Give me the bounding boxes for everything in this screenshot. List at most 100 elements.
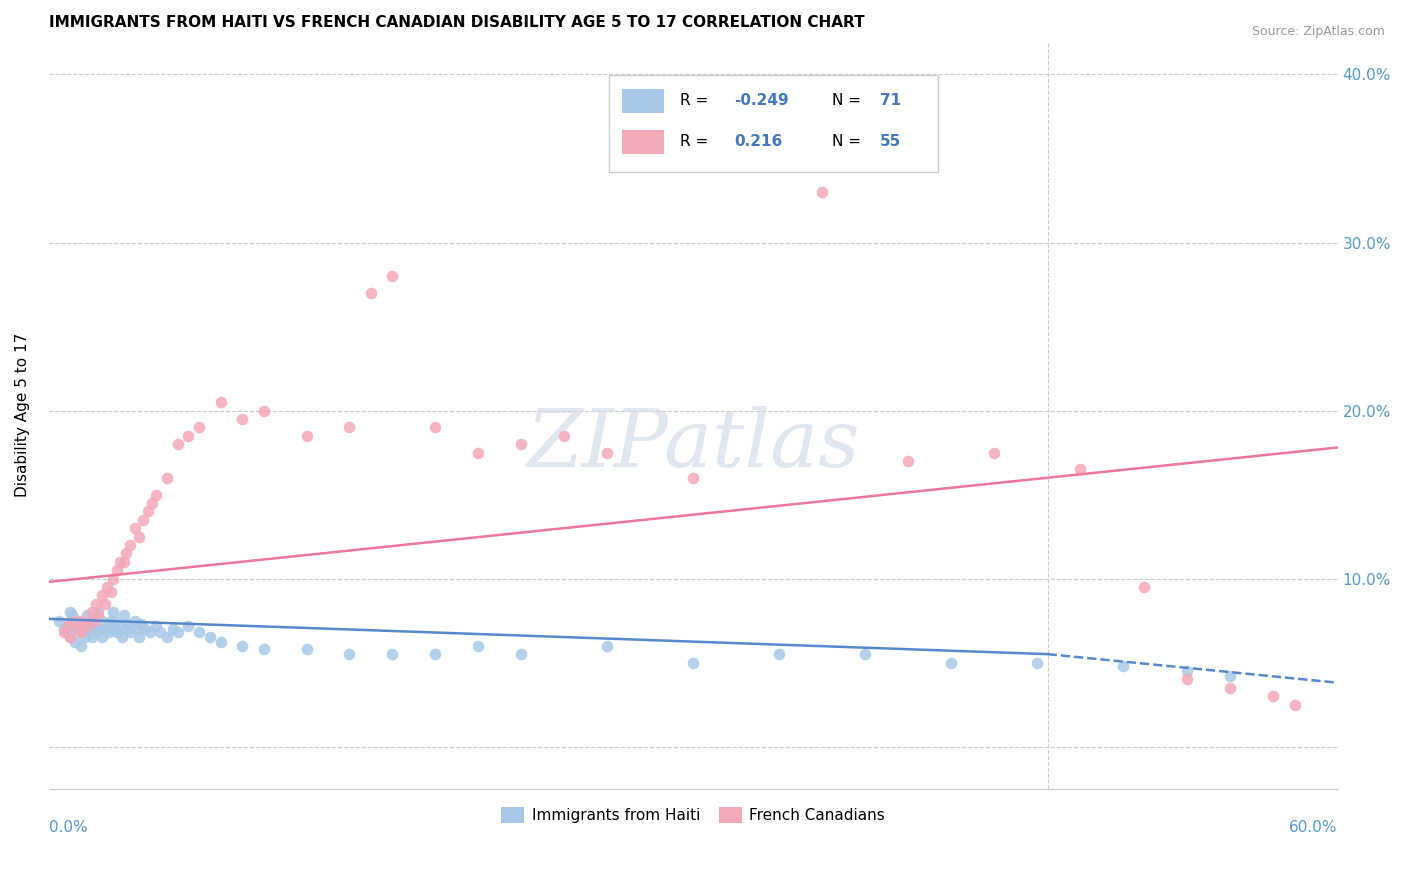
Point (252, 642, 274, 657)
Point (72, 616, 94, 631)
Text: 0.0%: 0.0% (49, 820, 87, 835)
Point (91, 631, 114, 645)
FancyBboxPatch shape (623, 88, 664, 112)
Point (80, 631, 103, 645)
Point (91, 614, 114, 628)
Point (209, 635, 232, 649)
Text: 55: 55 (880, 135, 901, 149)
Point (166, 437, 188, 451)
Point (295, 428, 318, 442)
Point (115, 622, 138, 636)
Point (156, 471, 179, 485)
Point (1219, 669, 1241, 683)
Point (52, 625, 75, 640)
Text: Source: ZipAtlas.com: Source: ZipAtlas.com (1251, 25, 1385, 38)
Point (63, 614, 86, 628)
Point (136, 504, 159, 518)
Point (72, 614, 94, 628)
Text: N =: N = (832, 93, 866, 108)
Point (141, 496, 163, 510)
Point (188, 420, 211, 434)
Point (80, 605, 103, 619)
Point (59, 631, 82, 645)
Point (103, 572, 125, 586)
Point (132, 513, 155, 527)
Point (1025, 656, 1047, 670)
Point (48, 614, 70, 628)
Point (138, 625, 160, 640)
Point (425, 647, 447, 661)
Point (87, 605, 110, 619)
Point (128, 631, 150, 645)
Point (156, 631, 179, 645)
Point (83, 618, 105, 632)
Text: R =: R = (681, 93, 713, 108)
Point (983, 445, 1005, 459)
Point (107, 625, 129, 640)
Point (682, 656, 704, 670)
Point (381, 269, 404, 284)
Point (100, 614, 122, 628)
Point (129, 616, 152, 631)
Point (128, 529, 150, 543)
Text: 71: 71 (880, 93, 901, 108)
Point (93, 597, 115, 611)
Point (84, 597, 107, 611)
Point (56, 618, 79, 632)
Point (188, 625, 211, 640)
Point (107, 563, 129, 577)
Point (79, 622, 101, 636)
Point (1112, 659, 1135, 673)
Point (897, 454, 920, 468)
Point (60, 608, 83, 623)
Point (682, 471, 704, 485)
Point (70, 625, 93, 640)
Point (162, 622, 184, 636)
Point (52, 622, 75, 636)
FancyBboxPatch shape (609, 75, 938, 172)
FancyBboxPatch shape (623, 130, 664, 153)
Point (853, 647, 876, 661)
Point (467, 639, 489, 653)
Text: IMMIGRANTS FROM HAITI VS FRENCH CANADIAN DISABILITY AGE 5 TO 17 CORRELATION CHAR: IMMIGRANTS FROM HAITI VS FRENCH CANADIAN… (49, 15, 865, 30)
Point (59, 618, 82, 632)
Point (67, 614, 90, 628)
Point (1175, 673, 1198, 687)
Text: R =: R = (681, 135, 713, 149)
Point (145, 618, 167, 632)
Point (177, 618, 200, 632)
Point (231, 412, 253, 426)
Point (103, 622, 125, 636)
Point (96, 580, 118, 594)
Point (111, 631, 134, 645)
Point (120, 538, 142, 552)
Point (93, 622, 115, 636)
Point (939, 656, 962, 670)
Point (59, 605, 82, 619)
Point (124, 521, 146, 535)
Point (59, 631, 82, 645)
Point (295, 642, 318, 657)
Point (97, 625, 120, 640)
Point (75, 631, 97, 645)
Point (56, 618, 79, 632)
Point (115, 546, 138, 560)
Point (66, 622, 89, 636)
Point (1263, 689, 1285, 703)
Point (209, 395, 232, 409)
Point (381, 647, 404, 661)
Y-axis label: Disability Age 5 to 17: Disability Age 5 to 17 (15, 333, 30, 497)
Point (76, 618, 98, 632)
Point (510, 647, 533, 661)
Point (596, 445, 619, 459)
Point (231, 639, 253, 653)
Point (145, 487, 167, 501)
Point (84, 625, 107, 640)
Text: 60.0%: 60.0% (1289, 820, 1337, 835)
Point (100, 585, 122, 599)
Point (83, 614, 105, 628)
Text: 0.216: 0.216 (734, 135, 783, 149)
Point (149, 625, 172, 640)
Point (91, 588, 114, 602)
Point (76, 608, 98, 623)
